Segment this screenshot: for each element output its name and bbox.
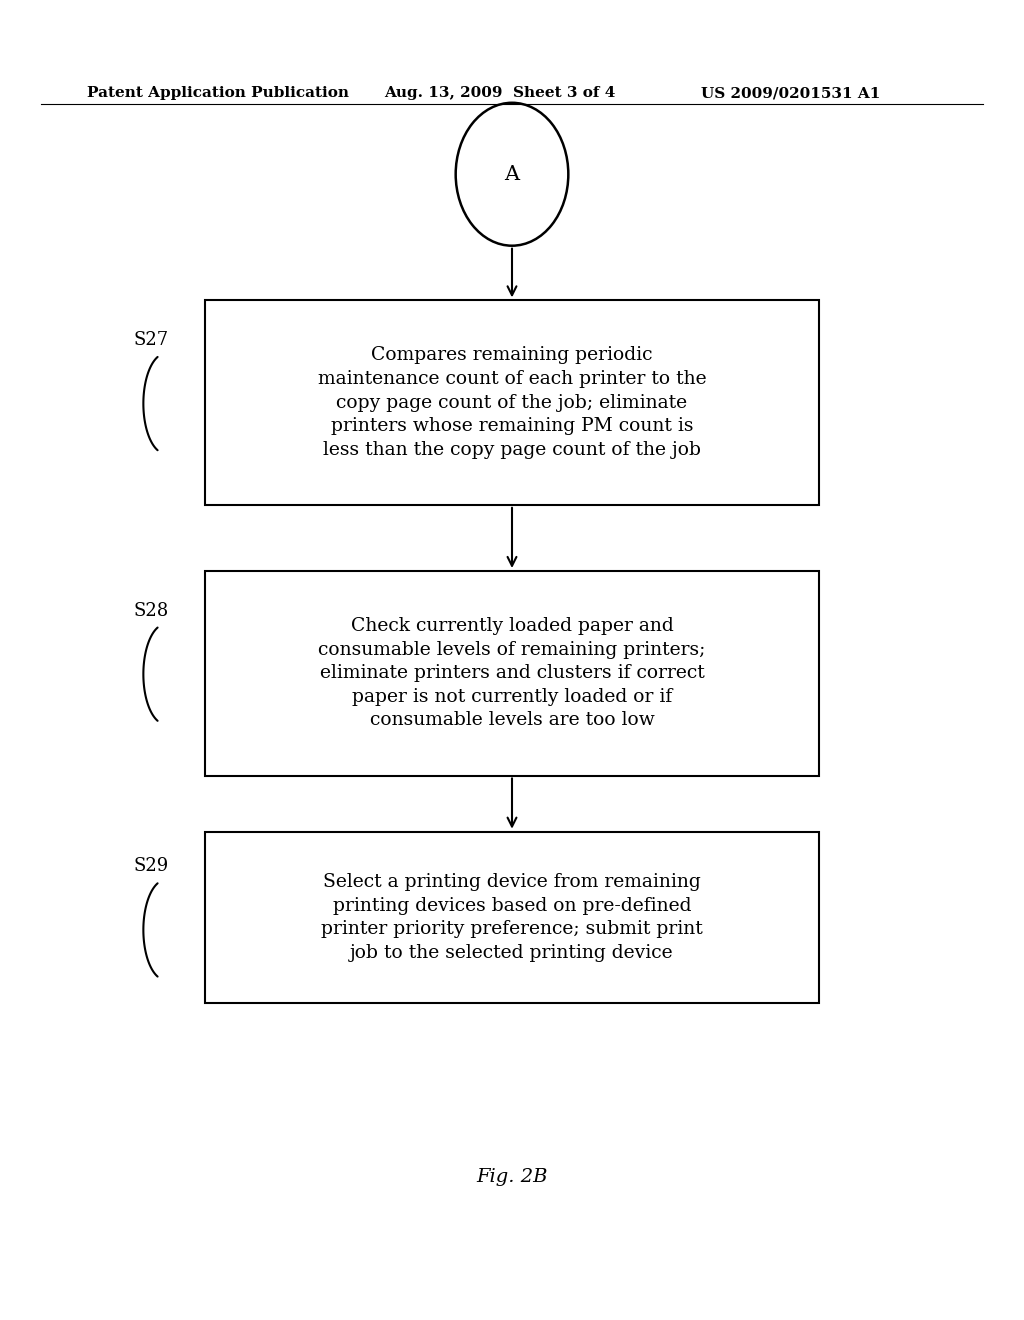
Text: Compares remaining periodic
maintenance count of each printer to the
copy page c: Compares remaining periodic maintenance … (317, 346, 707, 459)
Text: S28: S28 (133, 602, 168, 619)
Bar (205, 570, 819, 776)
Text: Select a printing device from remaining
printing devices based on pre-defined
pr: Select a printing device from remaining … (322, 873, 702, 962)
Text: Patent Application Publication: Patent Application Publication (87, 87, 349, 100)
Text: S27: S27 (133, 331, 168, 348)
Text: US 2009/0201531 A1: US 2009/0201531 A1 (701, 87, 881, 100)
Text: Aug. 13, 2009  Sheet 3 of 4: Aug. 13, 2009 Sheet 3 of 4 (384, 87, 615, 100)
Text: Fig. 2B: Fig. 2B (476, 1168, 548, 1187)
Bar (205, 301, 819, 506)
Text: S29: S29 (133, 858, 168, 875)
Text: Check currently loaded paper and
consumable levels of remaining printers;
elimin: Check currently loaded paper and consuma… (318, 616, 706, 730)
Bar (205, 832, 819, 1003)
Text: A: A (505, 165, 519, 183)
